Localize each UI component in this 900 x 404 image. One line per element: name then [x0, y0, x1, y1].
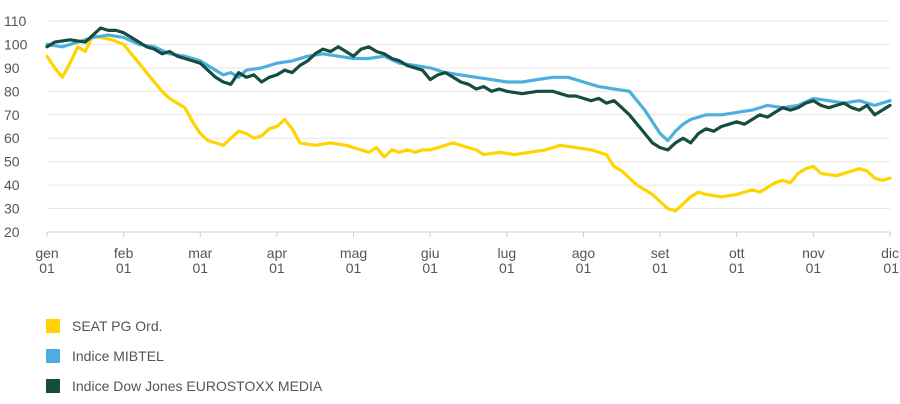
y-tick-label: 40 — [4, 177, 20, 193]
x-tick-month: apr — [267, 245, 288, 261]
x-tick-year: 01 — [652, 260, 668, 276]
x-tick-month: mar — [188, 245, 212, 261]
x-tick-year: 01 — [116, 260, 132, 276]
x-tick-year: 01 — [269, 260, 285, 276]
x-tick-month: dic — [881, 245, 899, 261]
series-lines — [45, 26, 892, 213]
legend-item-eurostoxx: Indice Dow Jones EUROSTOXX MEDIA — [46, 374, 322, 398]
seat-pg-line — [45, 33, 892, 213]
x-tick-year: 01 — [729, 260, 745, 276]
x-tick-month: giu — [421, 245, 440, 261]
x-tick-month: set — [651, 245, 670, 261]
legend-swatch-mibtel — [46, 349, 60, 363]
legend-item-seat: SEAT PG Ord. — [46, 314, 322, 338]
x-tick-month: gen — [35, 245, 58, 261]
legend-item-mibtel: Indice MIBTEL — [46, 344, 322, 368]
x-tick-month: feb — [114, 245, 134, 261]
x-tick-year: 01 — [346, 260, 362, 276]
x-tick-year: 01 — [39, 260, 55, 276]
legend-label-eurostoxx: Indice Dow Jones EUROSTOXX MEDIA — [72, 378, 323, 394]
x-tick-year: 01 — [883, 260, 899, 276]
x-tick-year: 01 — [192, 260, 208, 276]
y-axis: 20 30 40 50 60 70 80 90 100 110 — [4, 13, 28, 240]
x-tick-month: ott — [729, 245, 745, 261]
eurostoxx-media-line — [45, 26, 892, 152]
x-tick-month: lug — [497, 245, 516, 261]
x-tick-year: 01 — [576, 260, 592, 276]
y-tick-label: 110 — [4, 13, 27, 29]
x-tick-month: ago — [572, 245, 596, 261]
legend-swatch-seat — [46, 319, 60, 333]
x-tick-month: mag — [340, 245, 367, 261]
y-tick-label: 100 — [4, 36, 28, 52]
y-tick-label: 80 — [4, 83, 20, 99]
y-tick-label: 70 — [4, 107, 20, 123]
x-tick-year: 01 — [806, 260, 822, 276]
x-tick-year: 01 — [499, 260, 515, 276]
y-tick-label: 30 — [4, 201, 20, 217]
x-tick-year: 01 — [422, 260, 438, 276]
x-axis: gen01feb01mar01apr01mag01giu01lug01ago01… — [35, 232, 899, 276]
y-tick-label: 20 — [4, 224, 20, 240]
legend-label-seat: SEAT PG Ord. — [72, 318, 163, 334]
y-tick-label: 60 — [4, 130, 20, 146]
y-tick-label: 50 — [4, 154, 20, 170]
legend-swatch-eurostoxx — [46, 379, 60, 393]
mibtel-line — [45, 33, 892, 143]
x-tick-month: nov — [802, 245, 825, 261]
legend-label-mibtel: Indice MIBTEL — [72, 348, 164, 364]
legend: SEAT PG Ord. Indice MIBTEL Indice Dow Jo… — [46, 314, 322, 404]
y-tick-label: 90 — [4, 60, 20, 76]
